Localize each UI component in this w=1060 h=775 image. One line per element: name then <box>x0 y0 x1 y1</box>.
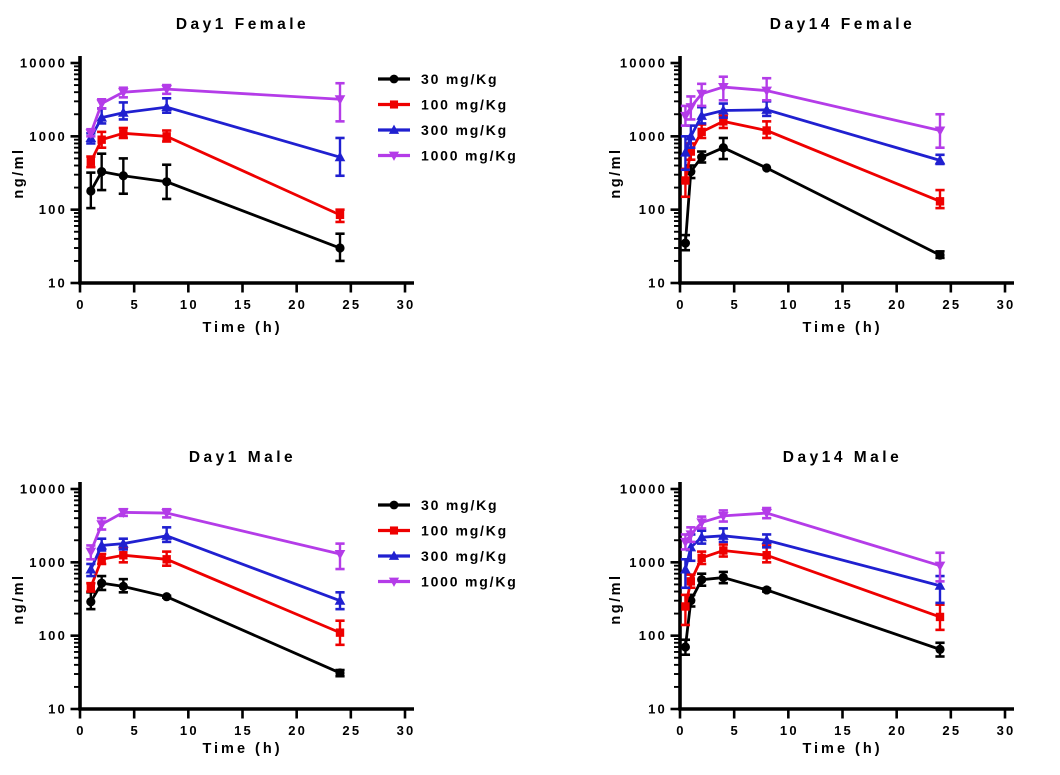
series-1000-mg-kg <box>680 506 946 583</box>
y-axis-label: ng/ml <box>608 147 624 199</box>
series-100-mg-kg <box>86 126 345 224</box>
series-300-mg-kg <box>85 97 346 178</box>
series-1000-mg-kg <box>85 81 346 139</box>
legend: 30 mg/Kg 100 mg/Kg 300 mg/Kg 1000 mg/Kg <box>378 71 518 164</box>
y-tick-label: 10000 <box>620 56 667 71</box>
series-1000-mg-kg <box>85 507 346 571</box>
x-tick-label: 30 <box>397 723 416 738</box>
legend-label: 100 mg/Kg <box>421 523 508 539</box>
x-tick-label: 15 <box>234 297 253 312</box>
chart-day14-male: 10 100 1000 10000 0 5 10 15 20 25 30 <box>530 385 1060 775</box>
x-tick-label: 15 <box>834 297 853 312</box>
axes <box>670 56 1014 293</box>
y-tick-label: 10 <box>48 276 67 291</box>
y-axis-label: ng/ml <box>608 573 624 625</box>
x-tick-label: 0 <box>76 723 85 738</box>
x-axis-label: Time (h) <box>802 741 883 757</box>
y-tick-label: 100 <box>639 628 667 643</box>
chart-title-day14-female: Day14 Female <box>769 16 916 33</box>
x-tick-label: 10 <box>180 723 199 738</box>
x-tick-label: 5 <box>730 723 739 738</box>
axes <box>70 56 414 293</box>
y-tick-label: 10 <box>48 702 67 717</box>
day14-male-canvas: 10 100 1000 10000 0 5 10 15 20 25 30 <box>620 482 1016 738</box>
chart-title-day14-male: Day14 Male <box>782 449 903 466</box>
x-tick-label: 5 <box>130 297 139 312</box>
series-100-mg-kg <box>86 547 345 647</box>
legend: 30 mg/Kg 100 mg/Kg 300 mg/Kg 1000 mg/Kg <box>378 497 518 590</box>
x-tick-label: 0 <box>676 723 685 738</box>
y-axis-label: ng/ml <box>11 147 27 199</box>
x-tick-label: 0 <box>76 297 85 312</box>
x-tick-label: 30 <box>397 297 416 312</box>
x-tick-label: 10 <box>180 297 199 312</box>
y-tick-label: 1000 <box>629 555 667 570</box>
x-tick-label: 20 <box>288 723 307 738</box>
y-tick-label: 1000 <box>29 555 67 570</box>
y-tick-label: 10000 <box>620 482 667 497</box>
x-tick-label: 25 <box>342 723 361 738</box>
series-1000-mg-kg <box>680 75 946 149</box>
chart-day1-male: 10 100 1000 10000 0 5 10 15 20 25 30 30 mg/Kg 100 mg… <box>0 385 530 775</box>
legend-label: 300 mg/Kg <box>421 548 508 564</box>
legend-label: 1000 mg/Kg <box>421 148 518 164</box>
x-tick-label: 10 <box>780 297 799 312</box>
day14-female-canvas: 10 100 1000 10000 0 5 10 15 20 25 30 <box>620 56 1016 312</box>
series-30-mg-kg <box>86 574 345 678</box>
legend-label: 300 mg/Kg <box>421 122 508 138</box>
chart-day14-female: 10 100 1000 10000 0 5 10 15 20 25 30 <box>530 0 1060 390</box>
x-tick-label: 25 <box>942 297 961 312</box>
series-30-mg-kg <box>680 570 945 658</box>
y-tick-label: 1000 <box>629 129 667 144</box>
axes <box>670 482 1014 719</box>
x-axis-label: Time (h) <box>202 741 283 757</box>
x-tick-label: 5 <box>730 297 739 312</box>
x-axis-label: Time (h) <box>202 320 283 336</box>
y-tick-label: 10000 <box>20 56 67 71</box>
series-300-mg-kg <box>85 526 346 611</box>
axes <box>70 482 414 719</box>
series-100-mg-kg <box>680 543 945 632</box>
x-tick-label: 30 <box>997 297 1016 312</box>
series-100-mg-kg <box>680 114 945 210</box>
series-30-mg-kg <box>680 136 945 260</box>
y-tick-label: 100 <box>39 628 67 643</box>
x-tick-label: 30 <box>997 723 1016 738</box>
legend-label: 30 mg/Kg <box>421 71 498 87</box>
legend-label: 100 mg/Kg <box>421 97 508 113</box>
legend-label: 30 mg/Kg <box>421 497 498 513</box>
day1-male-canvas: 10 100 1000 10000 0 5 10 15 20 25 30 30 mg/Kg 100 mg… <box>20 482 518 739</box>
y-tick-label: 100 <box>639 202 667 217</box>
chart-day1-female: 10 100 1000 10000 0 5 10 15 20 25 30 30 mg/Kg 100 mg… <box>0 0 530 390</box>
series-300-mg-kg <box>680 100 946 172</box>
x-tick-label: 15 <box>834 723 853 738</box>
legend-label: 1000 mg/Kg <box>421 574 518 590</box>
y-tick-label: 100 <box>39 202 67 217</box>
series-300-mg-kg <box>680 527 946 605</box>
day1-female-canvas: 10 100 1000 10000 0 5 10 15 20 25 30 30 mg/Kg 100 mg… <box>20 56 518 313</box>
x-tick-label: 20 <box>888 723 907 738</box>
x-tick-label: 5 <box>130 723 139 738</box>
y-tick-label: 10 <box>648 702 667 717</box>
x-axis-label: Time (h) <box>802 320 883 336</box>
x-tick-label: 10 <box>780 723 799 738</box>
y-axis-label: ng/ml <box>11 573 27 625</box>
x-tick-label: 20 <box>288 297 307 312</box>
chart-title-day1-male: Day1 Male <box>188 449 297 466</box>
x-tick-label: 15 <box>234 723 253 738</box>
x-tick-label: 25 <box>942 723 961 738</box>
x-tick-label: 20 <box>888 297 907 312</box>
chart-title-day1-female: Day1 Female <box>175 16 310 33</box>
y-tick-label: 10 <box>648 276 667 291</box>
y-tick-label: 10000 <box>20 482 67 497</box>
y-tick-label: 1000 <box>29 129 67 144</box>
series-30-mg-kg <box>86 152 345 263</box>
x-tick-label: 25 <box>342 297 361 312</box>
x-tick-label: 0 <box>676 297 685 312</box>
